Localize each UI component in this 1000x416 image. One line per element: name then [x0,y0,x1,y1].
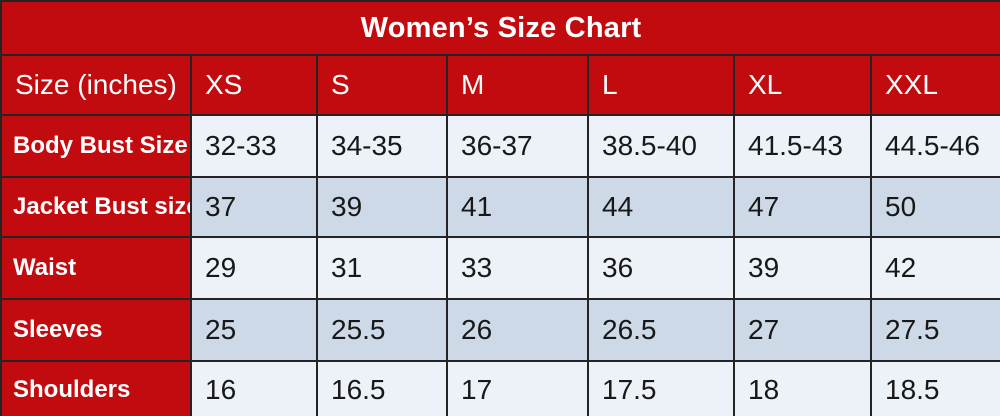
value-cell: 42 [869,236,1000,300]
header-cell-s: S [316,54,448,116]
value-cell: 33 [446,236,589,300]
value-cell: 27.5 [869,298,1000,362]
value-cell: 18.5 [869,360,1000,416]
value-cell: 16.5 [316,360,448,416]
value-cell: 36-37 [446,114,589,178]
value-cell: 26 [446,298,589,362]
value-cell: 18 [733,360,872,416]
value-cell: 26.5 [587,298,735,362]
title-row: Women’s Size Chart [0,0,1000,56]
value-cell: 38.5-40 [587,114,735,178]
value-cell: 37 [190,176,318,238]
value-cell: 34-35 [316,114,448,178]
header-row: Size (inches) XS S M L XL XXL [0,54,1000,116]
value-cell: 29 [190,236,318,300]
header-cell-l: L [587,54,735,116]
value-cell: 32-33 [190,114,318,178]
header-cell-xs: XS [190,54,318,116]
table-row-waist: Waist 29 31 33 36 39 42 [0,236,1000,300]
header-cell-xl: XL [733,54,872,116]
table-row-shoulders: Shoulders 16 16.5 17 17.5 18 18.5 [0,360,1000,416]
value-cell: 17 [446,360,589,416]
value-cell: 31 [316,236,448,300]
row-label-sleeves: Sleeves [0,298,192,362]
header-cell-xxl: XXL [869,54,1000,116]
header-cell-size-inches: Size (inches) [0,54,192,116]
value-cell: 39 [733,236,872,300]
value-cell: 16 [190,360,318,416]
value-cell: 39 [316,176,448,238]
row-label-waist: Waist [0,236,192,300]
value-cell: 47 [733,176,872,238]
value-cell: 36 [587,236,735,300]
value-cell: 25 [190,298,318,362]
header-cell-m: M [446,54,589,116]
row-label-jacket-bust: Jacket Bust size [0,176,192,238]
value-cell: 17.5 [587,360,735,416]
row-label-shoulders: Shoulders [0,360,192,416]
value-cell: 50 [869,176,1000,238]
value-cell: 41 [446,176,589,238]
value-cell: 41.5-43 [733,114,872,178]
value-cell: 44 [587,176,735,238]
value-cell: 27 [733,298,872,362]
value-cell: 25.5 [316,298,448,362]
value-cell: 44.5-46 [869,114,1000,178]
table-row-body-bust: Body Bust Size 32-33 34-35 36-37 38.5-40… [0,114,1000,178]
table-row-sleeves: Sleeves 25 25.5 26 26.5 27 27.5 [0,298,1000,362]
row-label-body-bust: Body Bust Size [0,114,192,178]
table-row-jacket-bust: Jacket Bust size 37 39 41 44 47 50 [0,176,1000,238]
chart-title: Women’s Size Chart [0,0,1000,56]
